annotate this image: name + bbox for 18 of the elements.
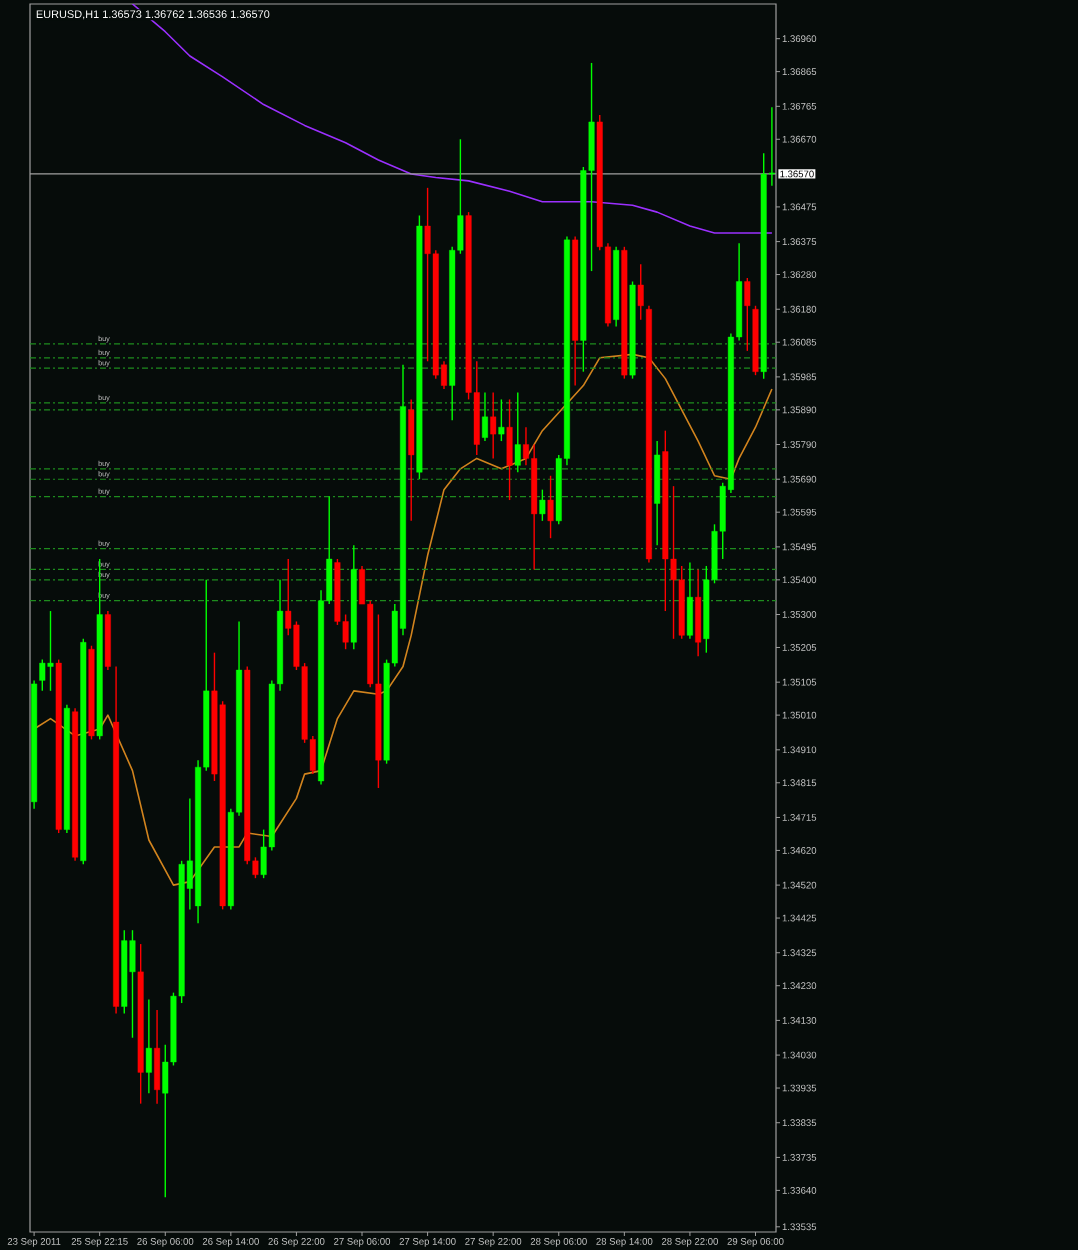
candlestick bbox=[154, 1009, 161, 1105]
candlestick bbox=[408, 398, 415, 522]
candlestick bbox=[637, 263, 644, 321]
candlestick bbox=[482, 391, 488, 442]
candlestick bbox=[498, 398, 505, 442]
candlestick bbox=[744, 277, 751, 352]
candlestick bbox=[506, 398, 513, 501]
line-series bbox=[33, 353, 773, 886]
candlestick bbox=[547, 475, 554, 539]
candlestick bbox=[686, 561, 693, 640]
candlestick bbox=[39, 658, 46, 692]
candlestick bbox=[539, 488, 546, 522]
candlestick bbox=[490, 391, 497, 460]
candlestick bbox=[514, 391, 521, 473]
candlestick bbox=[129, 929, 136, 1039]
candlestick bbox=[695, 568, 702, 657]
candlestick bbox=[145, 998, 152, 1094]
candlestick bbox=[47, 610, 54, 692]
